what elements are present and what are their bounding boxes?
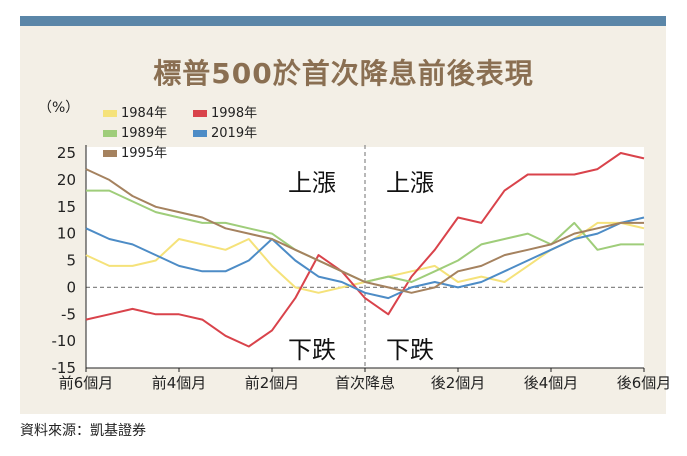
- y-tick-label: -10: [52, 332, 77, 350]
- legend-label: 1998年: [211, 106, 257, 121]
- series-line-1995年: [85, 168, 644, 294]
- y-unit-label: （%）: [38, 100, 79, 116]
- x-tick-label: 首次降息: [335, 374, 395, 392]
- chart-title: 標普500於首次降息前後表現: [153, 57, 534, 90]
- annotation-up-right: 上漲: [386, 169, 434, 197]
- y-tick-label: 25: [57, 144, 76, 162]
- x-tick-label: 前2個月: [245, 374, 300, 392]
- series-layer: [85, 152, 645, 348]
- legend-label: 1989年: [121, 126, 167, 141]
- x-tick-label: 後4個月: [524, 374, 579, 392]
- grid-layer: [86, 145, 644, 368]
- y-tick-label: 0: [66, 278, 76, 296]
- x-tick-label: 後6個月: [617, 374, 672, 392]
- y-tick-label: -5: [61, 305, 76, 323]
- annotation-down-right: 下跌: [386, 336, 434, 364]
- series-line-1998年: [85, 152, 645, 348]
- legend-swatch: [103, 110, 117, 117]
- legend-swatch: [103, 130, 117, 137]
- y-tick-label: 15: [57, 198, 76, 216]
- x-tick-label: 前6個月: [59, 374, 114, 392]
- legend: 1984年 1998年 1989年 2019年 1995年: [103, 106, 257, 161]
- legend-swatch: [193, 110, 207, 117]
- source-note: 資料來源：凱基證券: [20, 423, 146, 439]
- legend-swatch: [193, 130, 207, 137]
- y-tick-label: -15: [52, 359, 77, 377]
- annotation-up-left: 上漲: [288, 169, 336, 197]
- x-tick-label: 後2個月: [431, 374, 486, 392]
- legend-label: 1995年: [121, 146, 167, 161]
- series-line-2019年: [85, 216, 645, 300]
- y-tick-label: 5: [66, 252, 76, 270]
- y-tick-label: 20: [57, 171, 76, 189]
- legend-label: 1984年: [121, 106, 167, 121]
- header-accent-bar: [20, 16, 666, 26]
- legend-label: 2019年: [211, 126, 257, 141]
- y-tick-label: 10: [57, 225, 76, 243]
- x-tick-label: 前4個月: [152, 374, 207, 392]
- legend-swatch: [103, 150, 117, 157]
- annotation-down-left: 下跌: [288, 336, 336, 364]
